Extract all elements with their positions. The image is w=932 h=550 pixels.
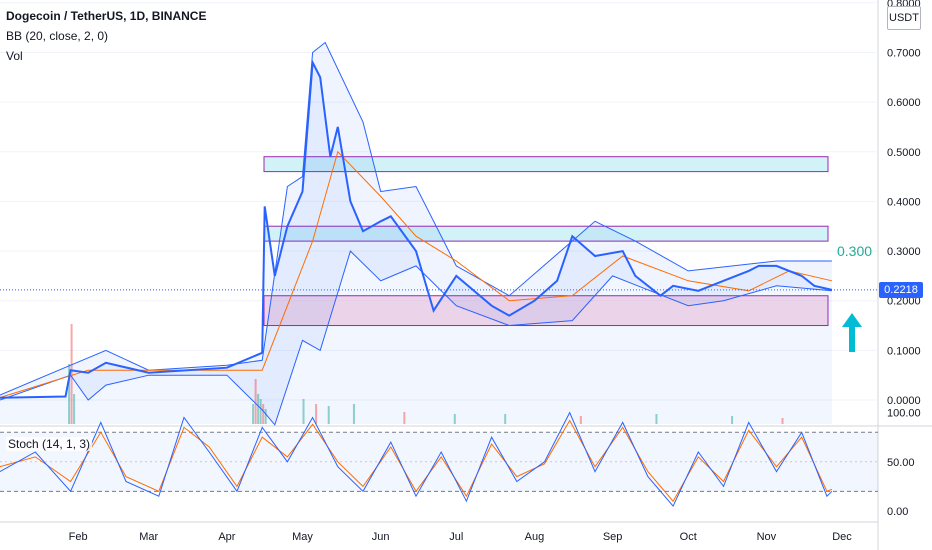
resistance-zone-upper <box>263 156 829 173</box>
volume-bar <box>257 394 260 424</box>
time-axis-label: Sep <box>603 531 623 543</box>
volume-bar <box>352 404 355 424</box>
volume-bar <box>259 399 262 424</box>
stoch-k-line <box>0 411 833 508</box>
up-arrow-icon <box>842 313 862 352</box>
vol-legend: Vol <box>6 49 23 63</box>
time-axis-label: May <box>292 531 313 543</box>
price-axis-label: 0.5000 <box>887 147 921 159</box>
stoch-axis-label: 50.00 <box>887 457 915 469</box>
price-axis-label: 0.1000 <box>887 345 921 357</box>
volume-bar <box>68 364 71 424</box>
volume-bar <box>73 394 76 424</box>
lower-band-line <box>0 250 832 426</box>
bollinger-band-fill <box>0 42 832 425</box>
volume-bar <box>403 412 406 424</box>
volume-bar <box>453 414 456 424</box>
volume-bar <box>781 418 784 424</box>
price-axis-label: 0.4000 <box>887 196 921 208</box>
time-axis-label: Aug <box>525 531 545 543</box>
volume-bar <box>70 324 73 424</box>
time-axis-label: Oct <box>680 531 697 543</box>
current-price-tag: 0.2218 <box>879 282 923 298</box>
volume-bar <box>264 409 267 424</box>
volume-bar <box>262 404 265 424</box>
volume-bar <box>302 399 305 424</box>
time-axis-label: Apr <box>218 531 235 543</box>
volume-bar <box>655 414 658 424</box>
upper-band-line <box>0 41 832 396</box>
price-area-fill <box>0 62 832 425</box>
volume-bar <box>731 416 734 424</box>
volume-bar <box>504 414 507 424</box>
chart-title: Dogecoin / TetherUS, 1D, BINANCE <box>6 9 207 23</box>
stoch-axis-label: 0.00 <box>887 506 908 518</box>
price-axis-label: 0.8000 <box>887 0 921 10</box>
price-pane <box>0 0 878 424</box>
bb-legend: BB (20, close, 2, 0) <box>6 29 109 43</box>
currency-selector[interactable]: USDT <box>887 6 921 30</box>
volume-bar <box>327 406 330 424</box>
volume-bar <box>252 404 255 424</box>
price-axis-label: 0.0000 <box>887 395 921 407</box>
price-axis-label: 0.2000 <box>887 296 921 308</box>
stoch-legend: Stoch (14, 1, 3) <box>6 437 93 451</box>
price-axis-label: 0.7000 <box>887 47 921 59</box>
time-axis-label: Feb <box>69 531 88 543</box>
time-axis-label: Nov <box>757 531 777 543</box>
stoch-axis-label: 100.00 <box>887 408 921 420</box>
volume-bar <box>315 404 318 424</box>
time-axis-label: Mar <box>139 531 158 543</box>
volume-bar <box>579 416 582 424</box>
time-axis-label: Dec <box>832 531 852 543</box>
price-axis-label: 0.6000 <box>887 97 921 109</box>
level-label: 0.300 <box>837 243 873 259</box>
price-axis-label: 0.3000 <box>887 246 921 258</box>
price-line <box>0 58 833 399</box>
time-axis-label: Jun <box>372 531 390 543</box>
volume-bar <box>254 379 257 424</box>
support-zone <box>263 295 829 327</box>
time-axis-label: Jul <box>449 531 463 543</box>
